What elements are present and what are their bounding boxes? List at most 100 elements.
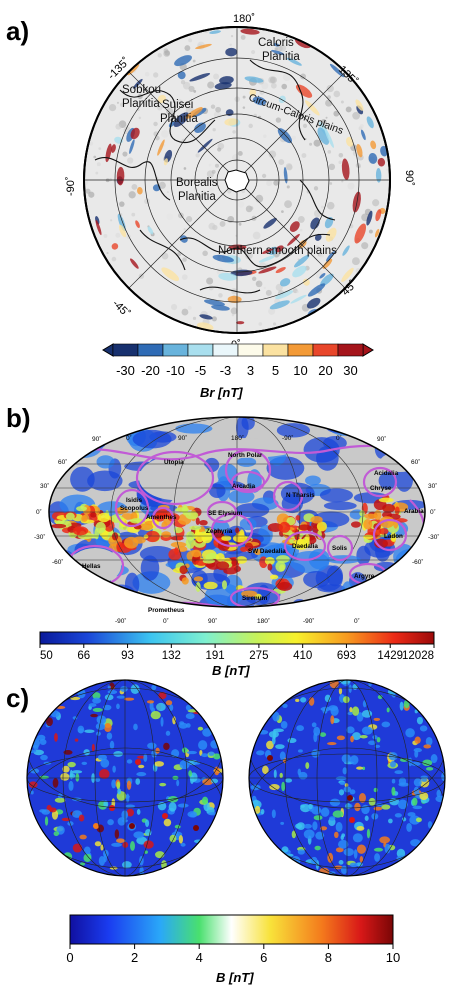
terrain-speck (208, 285, 214, 291)
anomaly-blob (287, 233, 300, 246)
field-blob (423, 744, 432, 749)
field-blob (118, 506, 123, 515)
field-blob (314, 845, 321, 851)
field-blob (427, 821, 433, 829)
terrain-speck (281, 249, 287, 255)
panel-a-meridians (84, 27, 390, 333)
field-hotspot (129, 823, 135, 829)
terrain-speck (329, 182, 333, 185)
field-blob (150, 711, 161, 720)
field-blob (30, 790, 34, 795)
field-blob (411, 425, 425, 449)
field-blob (398, 433, 414, 458)
terrain-speck (161, 252, 169, 260)
terrain-speck (106, 252, 109, 255)
field-blob (422, 759, 433, 767)
terrain-speck (211, 316, 217, 322)
terrain-speck (248, 123, 253, 129)
field-blob (198, 740, 208, 750)
panel-c-right-graticule (249, 680, 445, 876)
terrain-speck (229, 43, 232, 46)
panel-a-region-borealis-planitia: Planitia (178, 191, 216, 203)
terrain-speck (361, 242, 369, 250)
field-blob (254, 548, 262, 556)
field-blob (65, 512, 75, 521)
terrain-speck (231, 313, 235, 317)
field-blob (362, 766, 366, 771)
colorbar-tick-label: 410 (293, 650, 312, 662)
field-blob (75, 773, 80, 782)
terrain-speck (352, 111, 361, 120)
anomaly-blob (209, 30, 221, 34)
field-blob (336, 735, 345, 741)
anomaly-blob (137, 187, 143, 195)
anomaly-blob (225, 47, 238, 57)
field-blob (347, 711, 353, 716)
field-blob (403, 699, 410, 709)
field-blob (185, 511, 199, 520)
panel-b-label-daedalia: Daedalia (292, 543, 318, 550)
colorbar-tick-label: 93 (121, 650, 134, 662)
panel-a-region-caloris: Caloris (258, 37, 294, 49)
field-blob (91, 743, 95, 752)
field-blob (81, 515, 88, 522)
field-blob (269, 574, 279, 580)
colorbar-tick-label: 6 (260, 950, 267, 965)
field-blob (350, 521, 361, 528)
terrain-speck (122, 151, 128, 157)
anomaly-blob (289, 221, 300, 232)
field-blob (232, 534, 248, 543)
field-blob (313, 732, 318, 743)
terrain-speck (284, 200, 292, 209)
field-hotspot (349, 817, 355, 823)
terrain-speck (188, 85, 195, 92)
anomaly-blob (354, 223, 367, 244)
field-blob (95, 521, 106, 534)
panel-a-region-sobkou: Sobkou (122, 84, 161, 96)
terrain-speck (157, 53, 162, 58)
field-blob (106, 732, 113, 740)
panel-b-top-lon-2: 180˚ (231, 434, 244, 442)
panel-a-lon-label-neg45: -45˚ (110, 298, 132, 320)
anomaly-blob (204, 299, 225, 306)
anomaly-blob (275, 290, 294, 300)
colorbar-tick-label: 2 (131, 950, 138, 965)
terrain-speck (192, 316, 197, 320)
anomaly-blob (346, 136, 354, 147)
panel-b-right-lat-2: 30˚ (428, 482, 437, 490)
field-blob (78, 814, 85, 822)
field-blob (254, 805, 261, 814)
terrain-speck (98, 147, 102, 150)
terrain-speck (176, 99, 183, 106)
field-blob (155, 851, 165, 859)
field-blob (202, 778, 214, 786)
field-blob (372, 735, 378, 740)
terrain-speck (161, 130, 169, 138)
field-blob (168, 802, 177, 812)
field-blob (308, 803, 313, 810)
field-blob (187, 709, 197, 713)
field-blob (388, 424, 425, 443)
anomaly-blob (174, 55, 192, 67)
terrain-speck (263, 286, 266, 290)
field-blob (305, 762, 310, 770)
terrain-speck (217, 147, 222, 152)
field-blob (351, 732, 361, 741)
terrain-speck (214, 163, 220, 168)
field-blob (269, 783, 280, 791)
panel-b-bottom-lon-4: -90˚ (303, 617, 315, 625)
field-blob (297, 768, 301, 776)
field-blob (62, 765, 70, 773)
field-blob (272, 711, 280, 722)
field-blob (160, 717, 164, 727)
terrain-speck (263, 134, 267, 138)
field-blob (364, 815, 369, 821)
terrain-speck (180, 80, 186, 85)
field-blob (79, 862, 86, 866)
terrain-speck (166, 213, 174, 221)
field-blob (133, 723, 138, 731)
terrain-speck (273, 180, 279, 186)
field-hotspot (347, 795, 353, 801)
field-blob (178, 835, 184, 844)
field-hotspot (93, 823, 99, 829)
